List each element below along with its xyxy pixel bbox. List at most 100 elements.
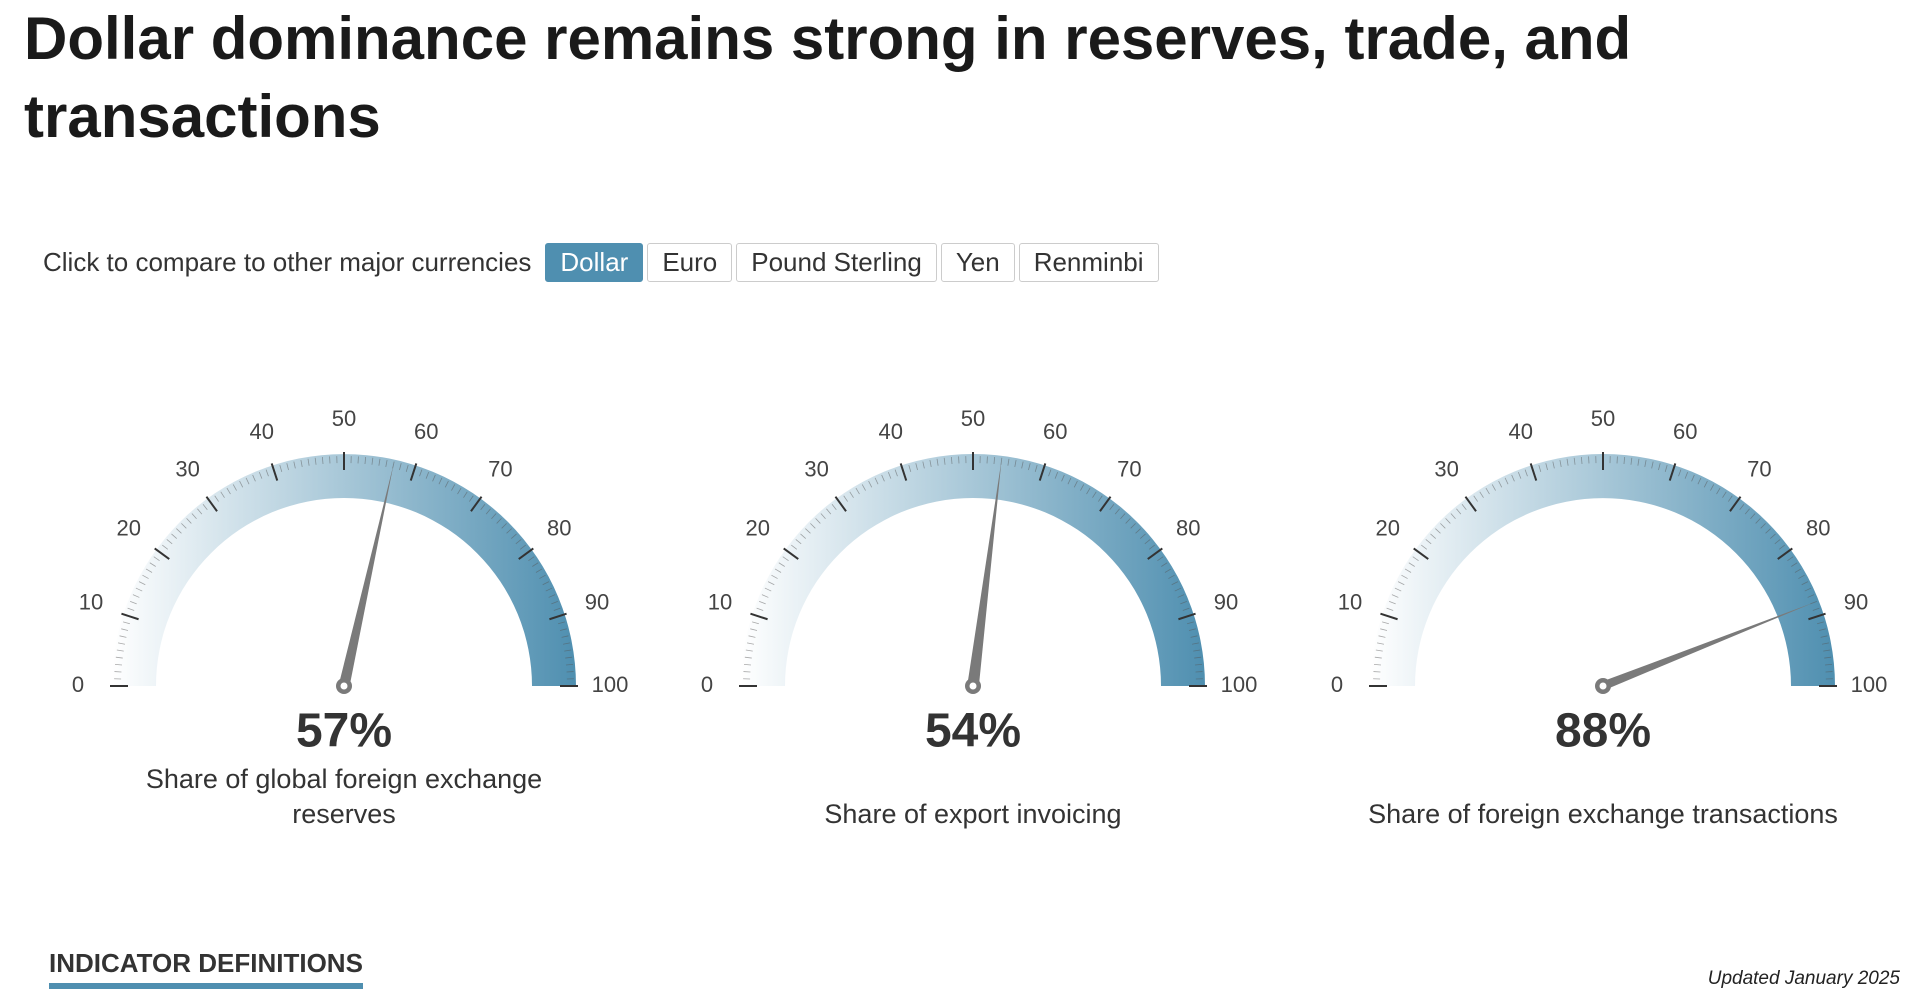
minor-tick <box>142 574 149 579</box>
minor-tick <box>444 480 449 488</box>
minor-tick <box>558 621 565 625</box>
gauge-tick-label: 70 <box>488 457 512 482</box>
minor-tick <box>761 594 769 598</box>
major-tick <box>1099 496 1112 512</box>
currency-button[interactable]: Dollar <box>545 243 644 282</box>
minor-tick <box>532 562 539 567</box>
minor-tick <box>1755 518 1761 524</box>
minor-tick <box>743 663 752 666</box>
minor-tick <box>1125 518 1131 524</box>
minor-tick <box>1684 472 1689 479</box>
minor-tick <box>1092 491 1097 498</box>
minor-tick <box>1774 539 1781 545</box>
minor-tick <box>197 508 203 515</box>
major-tick <box>154 547 170 560</box>
minor-tick <box>1722 491 1727 498</box>
minor-tick <box>745 649 753 652</box>
gauge-tick-label: 90 <box>1844 590 1868 615</box>
currency-button[interactable]: Renminbi <box>1018 243 1159 282</box>
minor-tick <box>1194 656 1202 659</box>
gauge-tick-label: 10 <box>708 590 732 615</box>
minor-tick <box>1440 523 1446 529</box>
major-tick <box>834 496 847 512</box>
minor-tick <box>815 518 821 524</box>
minor-tick <box>457 487 462 495</box>
minor-tick <box>1191 642 1200 645</box>
gauge-tick-label: 50 <box>961 406 985 431</box>
minor-tick <box>548 594 556 598</box>
currency-button[interactable]: Pound Sterling <box>736 243 937 282</box>
minor-tick <box>820 513 826 519</box>
minor-tick <box>1485 487 1490 495</box>
gauge-tick-label: 80 <box>1806 515 1830 540</box>
minor-tick <box>1397 581 1405 586</box>
currency-button[interactable]: Yen <box>940 243 1015 282</box>
minor-tick <box>1817 621 1824 625</box>
gauge-tick-label: 60 <box>414 419 438 444</box>
minor-tick <box>1375 649 1383 652</box>
minor-tick <box>1391 594 1399 598</box>
minor-tick <box>564 649 572 652</box>
minor-tick <box>1524 469 1528 477</box>
minor-tick <box>943 457 946 465</box>
minor-tick <box>202 504 208 511</box>
major-tick <box>549 612 567 621</box>
gauge-caption: Share of global foreign exchange reserves <box>146 764 542 829</box>
gauge-tick-label: 100 <box>592 672 629 697</box>
minor-tick <box>1408 562 1415 567</box>
minor-tick <box>1461 504 1467 511</box>
minor-tick <box>245 477 250 485</box>
minor-tick <box>1820 635 1828 638</box>
minor-tick <box>1573 457 1576 465</box>
minor-tick <box>795 539 802 545</box>
minor-tick <box>1804 587 1812 592</box>
minor-tick <box>1728 495 1733 502</box>
minor-tick <box>831 504 837 511</box>
minor-tick <box>1630 457 1633 465</box>
minor-tick <box>826 508 832 515</box>
minor-tick <box>887 472 892 479</box>
minor-tick <box>469 495 474 502</box>
minor-tick <box>528 556 535 561</box>
minor-tick <box>791 544 798 550</box>
minor-tick <box>293 461 296 469</box>
minor-tick <box>1034 465 1038 472</box>
major-tick <box>121 612 139 621</box>
minor-tick <box>300 459 303 468</box>
minor-tick <box>463 491 468 498</box>
minor-tick <box>1504 477 1509 485</box>
minor-tick <box>1114 508 1120 515</box>
minor-tick <box>138 581 146 586</box>
minor-tick <box>1651 461 1654 469</box>
needle-hub-dot <box>340 682 348 690</box>
minor-tick <box>752 621 759 625</box>
major-tick <box>1668 463 1677 481</box>
minor-tick <box>559 628 567 631</box>
minor-tick <box>1538 465 1542 472</box>
minor-tick <box>1140 533 1146 539</box>
minor-tick <box>993 456 996 465</box>
minor-tick <box>553 607 561 611</box>
minor-tick <box>511 533 517 539</box>
minor-tick <box>1787 556 1794 561</box>
minor-tick <box>166 539 173 545</box>
minor-tick <box>220 491 225 498</box>
gauge-tick-label: 40 <box>879 419 903 444</box>
definitions-link[interactable]: INDICATOR DEFINITIONS <box>49 948 363 989</box>
gauge-band <box>741 454 1205 686</box>
gauge-tick-label: 40 <box>1509 419 1533 444</box>
gauge-needle <box>1600 602 1815 692</box>
minor-tick <box>378 458 381 466</box>
minor-tick <box>1194 663 1203 666</box>
minor-tick <box>562 642 571 645</box>
minor-tick <box>1580 456 1583 465</box>
currency-button[interactable]: Euro <box>647 243 733 282</box>
minor-tick <box>782 556 789 561</box>
minor-tick <box>1180 600 1187 605</box>
minor-tick <box>1445 518 1451 524</box>
minor-tick <box>1821 642 1830 645</box>
minor-tick <box>1374 656 1382 659</box>
gauge-tick-label: 70 <box>1747 457 1771 482</box>
